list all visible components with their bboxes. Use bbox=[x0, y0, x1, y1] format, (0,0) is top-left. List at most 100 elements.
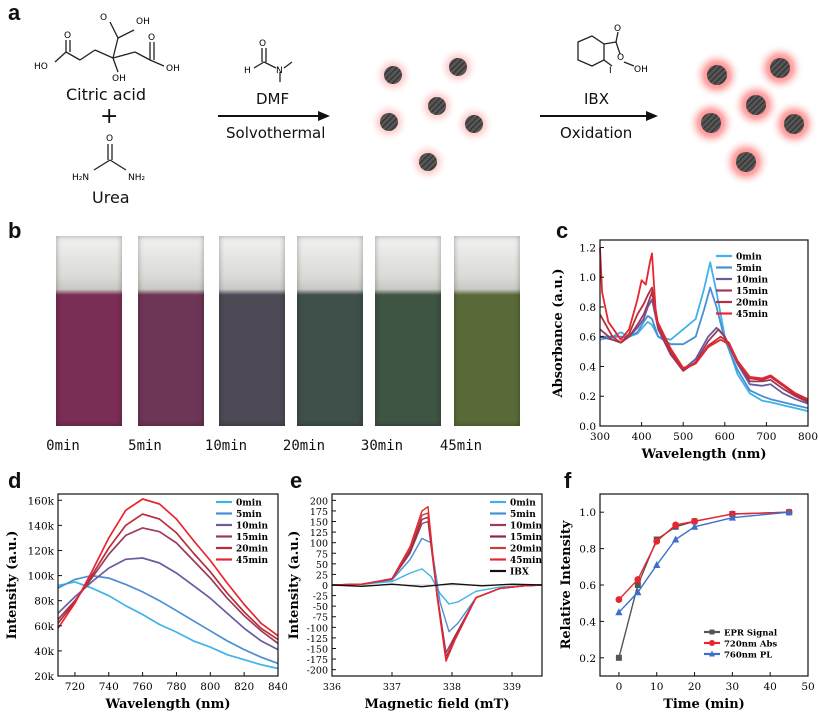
legend-marker bbox=[709, 629, 715, 635]
atom-oh-center: OH bbox=[112, 74, 126, 84]
atom-o-dmf: O bbox=[259, 39, 266, 49]
vial-label-3: 20min bbox=[282, 438, 326, 454]
panel-label-f: f bbox=[564, 468, 572, 493]
legend-label: 45min bbox=[236, 556, 268, 566]
y-tick-label: 0.4 bbox=[579, 361, 596, 373]
series-line-0 bbox=[331, 568, 543, 605]
y-axis-title: Absorbance (a.u.) bbox=[551, 269, 566, 399]
urea-label: Urea bbox=[92, 188, 130, 207]
data-point bbox=[691, 517, 698, 525]
vial-0 bbox=[56, 236, 122, 426]
data-point bbox=[615, 596, 623, 603]
vial-1 bbox=[138, 236, 204, 426]
urea-structure bbox=[93, 144, 127, 171]
x-tick-label: 740 bbox=[99, 681, 119, 693]
legend-label: 20min bbox=[236, 545, 268, 555]
legend-label: 45min bbox=[736, 310, 768, 320]
y-tick-label: 160k bbox=[28, 495, 55, 507]
legend-label: EPR Signal bbox=[724, 629, 778, 639]
carbon-dots-after bbox=[687, 44, 818, 186]
y-tick-label: 80k bbox=[34, 596, 54, 608]
panel-label-d: d bbox=[8, 468, 22, 493]
data-point bbox=[615, 654, 622, 661]
legend-label: 15min bbox=[736, 287, 768, 297]
dmf-structure bbox=[253, 48, 293, 82]
y-tick-label: -100 bbox=[307, 623, 328, 634]
data-point bbox=[634, 576, 642, 583]
reaction-scheme: OH O O HO OH O OH O H₂N NH₂ O H N O O I … bbox=[34, 13, 818, 186]
legend-label: 15min bbox=[510, 533, 542, 543]
data-point bbox=[728, 513, 736, 521]
legend-marker bbox=[709, 640, 715, 646]
y-tick-label: -175 bbox=[307, 655, 328, 666]
y-tick-label: -75 bbox=[313, 613, 328, 624]
series-line-0 bbox=[57, 581, 279, 670]
x-tick-label: 720 bbox=[65, 681, 85, 693]
plus-sign: + bbox=[100, 104, 119, 129]
atom-o-right: O bbox=[148, 33, 155, 43]
atom-i-ibx: I bbox=[609, 66, 612, 76]
data-point bbox=[653, 560, 661, 568]
data-point bbox=[634, 588, 642, 596]
x-axis-title: Magnetic field (mT) bbox=[364, 697, 509, 712]
y-tick-label: 20k bbox=[34, 671, 54, 683]
x-tick-label: 336 bbox=[323, 682, 341, 693]
data-point bbox=[785, 508, 793, 516]
y-tick-label: 175 bbox=[310, 507, 328, 518]
vial-label-2: 10min bbox=[204, 438, 248, 454]
atom-h2n: H₂N bbox=[72, 173, 89, 183]
legend-label: 20min bbox=[736, 299, 768, 309]
series-line-6 bbox=[331, 582, 543, 588]
legend-label: 760nm PL bbox=[724, 651, 772, 661]
atom-o-ibx-ring: O bbox=[617, 53, 624, 63]
y-tick-label: 25 bbox=[316, 570, 328, 581]
legend-label: 10min bbox=[736, 276, 768, 286]
chart-c-absorbance: 300 400 500 600 700 800 0.0 0.2 0.4 0.6 0.8 1.0 1.2 W… bbox=[551, 239, 818, 462]
series-line-1 bbox=[618, 511, 790, 601]
chart-e-epr: 336 337 338 339 -200-175-150-125-100-75-50-2… bbox=[287, 493, 543, 712]
step1-condition: Solvothermal bbox=[226, 124, 326, 142]
vial-label-1: 5min bbox=[128, 438, 162, 454]
x-tick-label: 800 bbox=[200, 681, 220, 693]
atom-o-left: O bbox=[64, 31, 71, 41]
atom-h-dmf: H bbox=[244, 66, 251, 76]
series-line-5 bbox=[331, 506, 543, 662]
x-tick-label: 337 bbox=[383, 682, 401, 693]
chart-d-photoluminescence: 720 740 760 780 800 820 840 20k 40k 60k 80k 100k 120… bbox=[5, 493, 287, 712]
legend-label: 15min bbox=[236, 533, 268, 543]
series-line-4 bbox=[57, 513, 279, 641]
data-point bbox=[672, 535, 680, 543]
plot-frame bbox=[57, 493, 279, 677]
y-tick-label: 120k bbox=[28, 545, 55, 557]
atom-nh2: NH₂ bbox=[128, 173, 146, 183]
atom-oh-right: OH bbox=[166, 64, 180, 74]
y-tick-label: -50 bbox=[313, 602, 328, 613]
vial-2 bbox=[219, 236, 285, 426]
data-point bbox=[653, 537, 661, 545]
series-line-5 bbox=[599, 247, 809, 401]
vial-label-4: 30min bbox=[360, 438, 404, 454]
y-tick-label: -200 bbox=[307, 666, 328, 677]
y-tick-label: 150 bbox=[310, 518, 328, 529]
x-tick-label: 800 bbox=[798, 431, 818, 443]
y-tick-label: 0.4 bbox=[579, 616, 596, 628]
series-line-1 bbox=[600, 286, 809, 409]
x-tick-label: 20 bbox=[688, 681, 701, 693]
atom-oh-ibx: OH bbox=[634, 65, 648, 75]
x-tick-label: 338 bbox=[443, 682, 461, 693]
plot-frame bbox=[599, 239, 809, 427]
x-tick-label: 760 bbox=[133, 681, 153, 693]
series-line-3 bbox=[57, 527, 279, 645]
legend-label: 0min bbox=[736, 253, 762, 263]
data-point bbox=[690, 522, 699, 530]
vials-photo bbox=[40, 236, 544, 426]
y-tick-label: 0.6 bbox=[579, 580, 596, 592]
y-tick-label: 1.0 bbox=[579, 272, 596, 284]
y-tick-label: 0 bbox=[322, 581, 328, 592]
panel-label-e: e bbox=[290, 468, 303, 493]
data-point bbox=[615, 608, 623, 616]
legend-label: 10min bbox=[236, 522, 268, 532]
x-tick-label: 500 bbox=[673, 431, 693, 443]
y-tick-label: 100 bbox=[310, 539, 328, 550]
x-tick-label: 840 bbox=[268, 681, 287, 693]
